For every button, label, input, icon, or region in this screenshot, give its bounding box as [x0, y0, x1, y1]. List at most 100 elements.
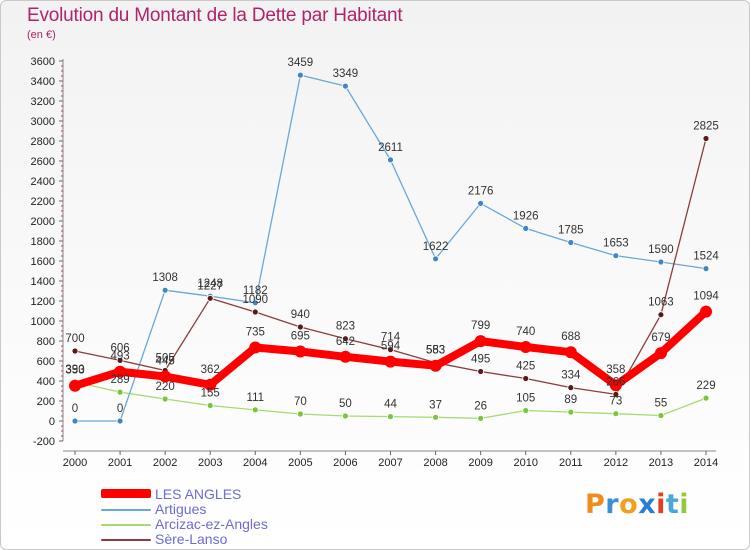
- chart-subtitle: (en €): [27, 29, 56, 41]
- data-label: 266: [606, 376, 625, 388]
- data-point: [612, 252, 620, 260]
- data-point: [477, 368, 485, 375]
- data-label: 735: [246, 327, 265, 339]
- data-point: [251, 308, 259, 316]
- x-tick-label: 2000: [63, 457, 87, 469]
- data-label: 26: [474, 400, 487, 412]
- data-point: [116, 388, 124, 396]
- y-tick-label: 3400: [31, 76, 55, 88]
- chart-legend: LES ANGLES Artigues Arcizac-ez-Angles Sère-…: [101, 487, 361, 547]
- data-label: 358: [606, 364, 625, 376]
- data-point: [294, 345, 307, 358]
- data-point: [206, 294, 214, 302]
- data-label: 3349: [333, 68, 359, 80]
- x-tick-label: 2004: [243, 457, 267, 469]
- logo-letter: r: [605, 489, 620, 520]
- y-tick-label: 1000: [31, 316, 55, 328]
- x-tick-label: 2006: [333, 457, 357, 469]
- data-label: 289: [110, 374, 129, 386]
- y-tick-label: 0: [49, 416, 55, 428]
- data-point: [522, 375, 530, 382]
- legend-label: Arcizac-ez-Angles: [155, 516, 268, 532]
- data-label: 642: [336, 336, 355, 348]
- data-label: 2825: [693, 121, 719, 133]
- data-label: 505: [156, 353, 175, 365]
- data-label: 1094: [693, 291, 719, 303]
- y-tick-label: 200: [37, 396, 55, 408]
- data-point: [249, 341, 262, 354]
- data-point: [567, 408, 575, 416]
- data-label: 425: [516, 361, 535, 373]
- data-label: 353: [65, 365, 84, 377]
- data-label: 1622: [423, 241, 449, 253]
- data-label: 799: [471, 320, 490, 332]
- data-label: 73: [609, 396, 622, 408]
- data-label: 89: [564, 394, 577, 406]
- data-label: 105: [516, 393, 535, 405]
- legend-label: Artigues: [155, 501, 207, 517]
- data-label: 2611: [378, 142, 403, 154]
- data-label: 1524: [693, 251, 719, 263]
- data-label: 390: [65, 364, 84, 376]
- data-label: 553: [426, 345, 445, 357]
- data-label: 334: [561, 370, 581, 382]
- x-tick-label: 2012: [604, 457, 628, 469]
- x-tick-label: 2009: [468, 457, 492, 469]
- logo-letter: t: [665, 489, 680, 520]
- logo-letter: i: [656, 489, 666, 520]
- y-tick-label: 3600: [31, 56, 55, 68]
- data-label: 1090: [242, 294, 268, 306]
- proxiti-logo: Proxiti: [585, 489, 689, 520]
- legend-label: Sère-Lanso: [155, 531, 228, 547]
- x-tick-label: 2003: [198, 457, 222, 469]
- data-label: 1182: [243, 285, 268, 297]
- data-label: 695: [291, 331, 310, 343]
- data-point: [116, 417, 124, 425]
- y-tick-label: 600: [37, 356, 55, 368]
- data-point: [522, 224, 530, 232]
- data-label: 1248: [197, 278, 223, 290]
- data-point: [564, 346, 577, 359]
- data-point: [519, 341, 532, 353]
- data-point: [296, 410, 304, 418]
- logo-letter: i: [679, 489, 690, 520]
- chart-title: Evolution du Montant de la Dette par Hab…: [27, 5, 403, 26]
- data-point: [657, 311, 665, 319]
- data-point: [71, 347, 79, 355]
- data-point: [474, 335, 487, 348]
- data-point: [477, 199, 485, 207]
- x-tick-label: 2013: [649, 457, 673, 469]
- data-label: 1926: [513, 210, 539, 222]
- data-point: [114, 365, 127, 378]
- data-label: 55: [655, 398, 668, 410]
- legend-item: Arcizac-ez-Angles: [101, 517, 361, 532]
- data-point: [657, 258, 665, 266]
- data-label: 0: [117, 403, 123, 415]
- data-label: 445: [156, 356, 175, 368]
- legend-swatch: [101, 524, 151, 526]
- data-label: 940: [291, 309, 310, 321]
- data-point: [161, 395, 169, 403]
- data-point: [567, 384, 575, 392]
- x-tick-label: 2001: [108, 457, 132, 469]
- data-point: [702, 394, 710, 402]
- x-tick-label: 2010: [513, 457, 537, 469]
- data-label: 1653: [603, 238, 629, 250]
- data-point: [342, 335, 349, 343]
- data-point: [477, 414, 485, 422]
- data-label: 1785: [558, 225, 584, 237]
- y-tick-label: 2200: [31, 196, 55, 208]
- data-point: [251, 299, 259, 307]
- data-point: [69, 379, 81, 392]
- y-tick-label: 2000: [31, 216, 55, 228]
- data-label: 700: [65, 333, 84, 345]
- data-label: 0: [72, 403, 78, 415]
- data-label: 740: [516, 326, 535, 338]
- data-label: 823: [336, 321, 355, 333]
- x-tick-label: 2007: [378, 457, 402, 469]
- data-label: 714: [381, 332, 401, 344]
- data-point: [387, 156, 394, 164]
- data-point: [432, 255, 439, 263]
- data-point: [612, 410, 620, 418]
